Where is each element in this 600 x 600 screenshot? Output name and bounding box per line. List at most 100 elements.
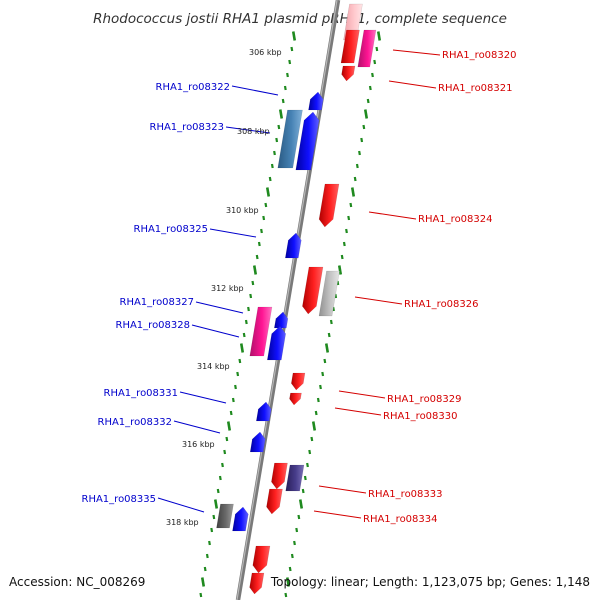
gene-label[interactable]: RHA1_ro08335: [82, 494, 157, 505]
tick-mark: [297, 514, 301, 520]
tick-mark: [281, 98, 285, 104]
tick-mark: [260, 228, 263, 234]
gene-label[interactable]: RHA1_ro08333: [368, 489, 443, 500]
gene-label[interactable]: RHA1_ro08330: [383, 411, 458, 422]
tick-mark: [239, 343, 245, 353]
tick-mark: [223, 449, 227, 455]
tick-mark: [212, 514, 216, 520]
leader-line: [225, 126, 271, 134]
gene-arrow: [267, 325, 286, 361]
tick-mark: [311, 421, 317, 431]
tick-mark: [368, 85, 372, 91]
tick-mark: [371, 72, 374, 78]
gene-arrow: [266, 488, 283, 515]
leader-line: [334, 407, 382, 416]
scale-label: 310 kbp: [226, 206, 259, 215]
tick-mark: [293, 540, 296, 546]
gene-arrow: [341, 65, 356, 82]
gene-label[interactable]: RHA1_ro08321: [438, 83, 513, 94]
gene-arrow: [295, 111, 320, 171]
tick-mark: [270, 163, 274, 169]
gene-arrow: [256, 401, 272, 422]
tick-mark: [373, 59, 377, 65]
tick-mark: [345, 228, 348, 234]
tick-mark: [375, 46, 379, 52]
tick-mark: [218, 475, 222, 481]
gene-label[interactable]: RHA1_ro08328: [116, 320, 191, 331]
tick-mark: [321, 371, 325, 377]
gene-arrow: [285, 464, 305, 492]
gene-label[interactable]: RHA1_ro08332: [98, 417, 173, 428]
tick-mark: [249, 293, 253, 299]
tick-mark: [363, 109, 369, 119]
gene-label[interactable]: RHA1_ro08334: [363, 514, 438, 525]
map-title: Rhodococcus jostii RHA1 plasmid pRHL1, c…: [93, 11, 507, 27]
tick-mark: [234, 384, 237, 390]
leader-line: [173, 420, 221, 434]
tick-mark: [265, 187, 271, 197]
tick-mark: [238, 358, 242, 364]
tick-mark: [362, 124, 366, 130]
gene-label[interactable]: RHA1_ro08322: [156, 82, 231, 93]
tick-mark: [200, 577, 206, 587]
gene-label[interactable]: RHA1_ro08326: [404, 299, 479, 310]
left-tick-track: [199, 31, 297, 598]
gene-label[interactable]: RHA1_ro08331: [104, 388, 179, 399]
gene-arrow: [302, 266, 324, 315]
gene-arrow: [249, 431, 266, 453]
leader-line: [313, 510, 362, 519]
scale-label: 316 kbp: [182, 440, 215, 449]
gene-label[interactable]: RHA1_ro08323: [150, 122, 225, 133]
tick-mark: [231, 397, 235, 403]
tick-mark: [213, 499, 219, 509]
gene-features: [216, 3, 377, 595]
gene-label[interactable]: RHA1_ro08320: [442, 50, 517, 61]
tick-mark: [264, 202, 268, 208]
tick-mark: [275, 137, 279, 143]
tick-mark: [295, 527, 299, 533]
tick-mark: [340, 254, 344, 260]
tick-mark: [319, 384, 322, 390]
leader-line: [195, 301, 244, 314]
leader-line: [392, 49, 441, 56]
tick-mark: [255, 254, 259, 260]
tick-mark: [301, 488, 305, 494]
leader-line: [368, 211, 417, 220]
tick-mark: [216, 488, 220, 494]
tick-mark: [358, 150, 361, 156]
gene-label[interactable]: RHA1_ro08327: [120, 297, 195, 308]
gene-arrow: [277, 109, 303, 169]
tick-mark: [208, 540, 211, 546]
scale-label: 314 kbp: [197, 362, 230, 371]
sequence-summary: Topology: linear; Length: 1,123,075 bp; …: [270, 575, 590, 589]
gene-arrow: [357, 29, 377, 68]
gene-arrow: [308, 91, 324, 111]
gene-label[interactable]: RHA1_ro08329: [387, 394, 462, 405]
gene-label[interactable]: RHA1_ro08325: [134, 224, 209, 235]
leader-line: [231, 85, 279, 96]
tick-mark: [310, 436, 314, 442]
gene-label[interactable]: RHA1_ro08324: [418, 214, 493, 225]
tick-mark: [284, 592, 288, 598]
tick-mark: [306, 462, 309, 468]
tick-mark: [290, 46, 294, 52]
gene-arrow: [271, 462, 288, 490]
tick-mark: [353, 176, 357, 182]
tick-mark: [288, 566, 292, 572]
tick-mark: [324, 343, 330, 353]
gene-arrow: [249, 306, 273, 357]
accession-text: Accession: NC_008269: [9, 575, 145, 589]
gene-arrow: [232, 506, 249, 532]
tick-mark: [221, 462, 224, 468]
scale-label: 318 kbp: [166, 518, 199, 527]
gene-arrow: [318, 183, 340, 228]
tick-mark: [290, 553, 294, 559]
tick-mark: [268, 176, 272, 182]
tick-mark: [283, 85, 287, 91]
tick-mark: [251, 280, 255, 286]
tick-mark: [285, 577, 291, 587]
tick-mark: [308, 449, 312, 455]
gene-arrow: [291, 372, 306, 391]
gene-arrow: [318, 270, 340, 317]
